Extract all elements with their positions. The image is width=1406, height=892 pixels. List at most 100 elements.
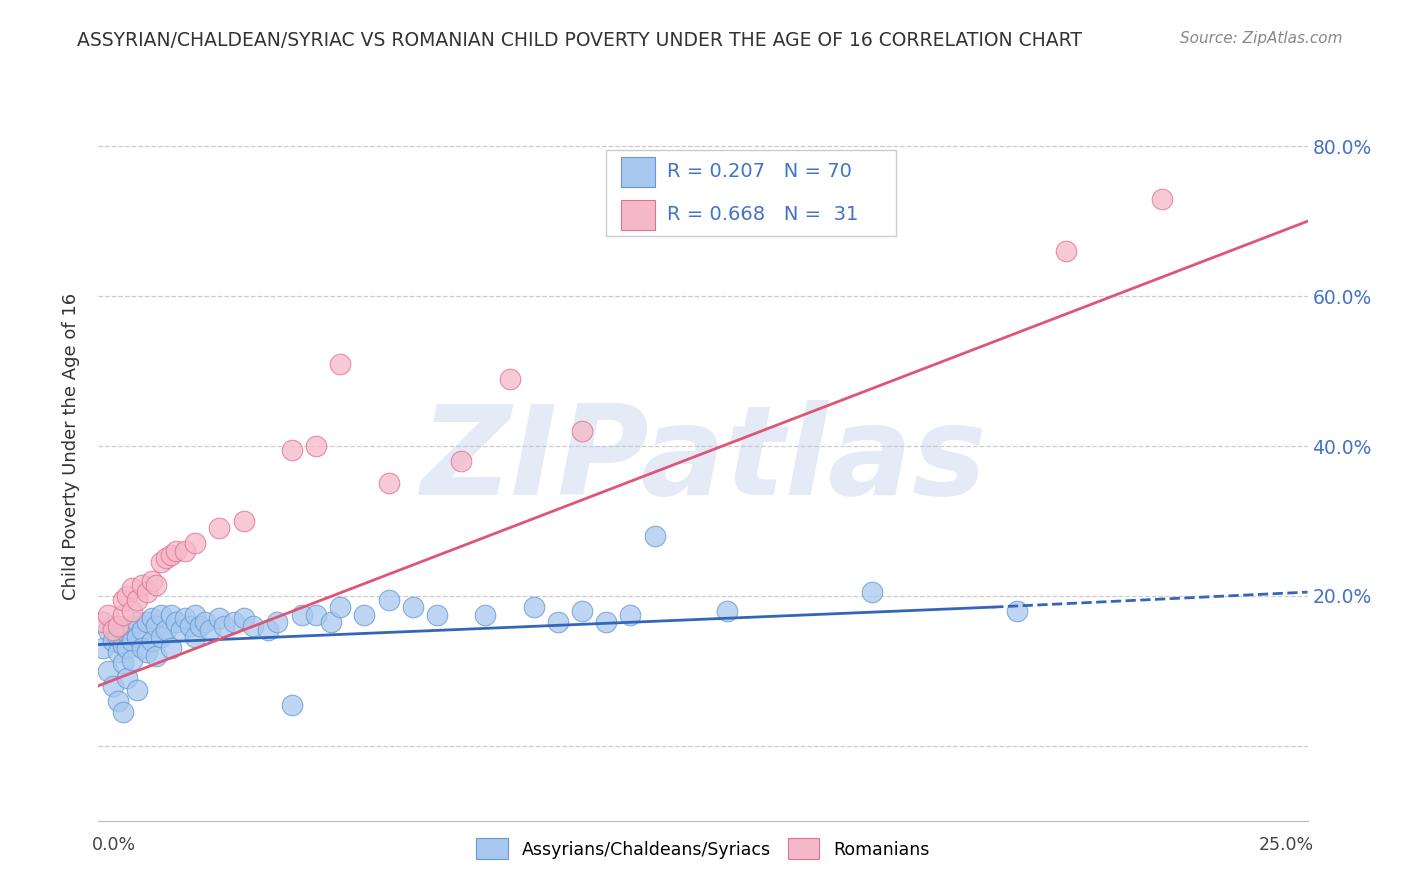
Point — [377, 476, 399, 491]
Point — [450, 454, 472, 468]
Point — [474, 607, 496, 622]
Point — [135, 585, 157, 599]
Point — [619, 607, 641, 622]
Point — [329, 600, 352, 615]
Point — [1054, 244, 1077, 259]
Point — [232, 514, 254, 528]
FancyBboxPatch shape — [621, 200, 655, 229]
Point — [111, 705, 134, 719]
Point — [150, 555, 173, 569]
Point — [111, 657, 134, 671]
Point — [498, 371, 520, 385]
Point — [111, 623, 134, 637]
Point — [242, 619, 264, 633]
Point — [131, 577, 153, 591]
Point — [208, 611, 231, 625]
Point — [97, 607, 120, 622]
Point — [135, 645, 157, 659]
Point — [305, 439, 328, 453]
Point — [174, 611, 197, 625]
Point — [198, 623, 221, 637]
FancyBboxPatch shape — [606, 150, 897, 236]
Point — [160, 548, 183, 562]
Point — [208, 521, 231, 535]
Point — [107, 645, 129, 659]
Point — [165, 615, 187, 629]
Point — [91, 615, 114, 629]
Point — [184, 536, 207, 550]
Point — [426, 607, 449, 622]
Point — [101, 619, 124, 633]
Point — [121, 582, 143, 596]
Point — [131, 623, 153, 637]
Point — [329, 357, 352, 371]
Point — [281, 698, 304, 712]
Text: ASSYRIAN/CHALDEAN/SYRIAC VS ROMANIAN CHILD POVERTY UNDER THE AGE OF 16 CORRELATI: ASSYRIAN/CHALDEAN/SYRIAC VS ROMANIAN CHI… — [77, 31, 1083, 50]
Point — [141, 574, 163, 588]
Point — [145, 577, 167, 591]
Point — [127, 615, 149, 629]
FancyBboxPatch shape — [621, 157, 655, 186]
Point — [121, 619, 143, 633]
Point — [860, 585, 883, 599]
Point — [155, 623, 177, 637]
Point — [121, 604, 143, 618]
Text: 25.0%: 25.0% — [1258, 836, 1313, 854]
Point — [135, 615, 157, 629]
Point — [232, 611, 254, 625]
Point — [97, 623, 120, 637]
Point — [131, 641, 153, 656]
Text: R = 0.207   N = 70: R = 0.207 N = 70 — [666, 162, 852, 181]
Point — [165, 544, 187, 558]
Point — [150, 607, 173, 622]
Point — [184, 630, 207, 644]
Point — [160, 641, 183, 656]
Point — [111, 607, 134, 622]
Text: 0.0%: 0.0% — [93, 836, 136, 854]
Point — [1007, 604, 1029, 618]
Point — [184, 607, 207, 622]
Point — [160, 607, 183, 622]
Point — [111, 638, 134, 652]
Point — [101, 679, 124, 693]
Point — [155, 551, 177, 566]
Point — [121, 633, 143, 648]
Point — [127, 630, 149, 644]
Point — [194, 615, 217, 629]
Point — [141, 633, 163, 648]
Point — [145, 648, 167, 663]
Point — [716, 604, 738, 618]
Text: R = 0.668   N =  31: R = 0.668 N = 31 — [666, 205, 858, 224]
Point — [107, 630, 129, 644]
Point — [91, 641, 114, 656]
Point — [266, 615, 288, 629]
Point — [169, 623, 191, 637]
Point — [111, 592, 134, 607]
Point — [281, 442, 304, 457]
Point — [101, 623, 124, 637]
Point — [402, 600, 425, 615]
Point — [101, 633, 124, 648]
Point — [290, 607, 312, 622]
Point — [1152, 192, 1174, 206]
Point — [97, 664, 120, 678]
Point — [571, 604, 593, 618]
Point — [145, 619, 167, 633]
Point — [377, 592, 399, 607]
Point — [353, 607, 375, 622]
Y-axis label: Child Poverty Under the Age of 16: Child Poverty Under the Age of 16 — [62, 293, 80, 599]
Point — [150, 630, 173, 644]
Legend: Assyrians/Chaldeans/Syriacs, Romanians: Assyrians/Chaldeans/Syriacs, Romanians — [468, 830, 938, 868]
Point — [107, 619, 129, 633]
Point — [319, 615, 342, 629]
Point — [222, 615, 245, 629]
Point — [121, 652, 143, 666]
Text: ZIPatlas: ZIPatlas — [420, 401, 986, 522]
Point — [117, 589, 139, 603]
Point — [141, 611, 163, 625]
Point — [107, 694, 129, 708]
Point — [127, 682, 149, 697]
Point — [212, 619, 235, 633]
Point — [305, 607, 328, 622]
Point — [644, 529, 666, 543]
